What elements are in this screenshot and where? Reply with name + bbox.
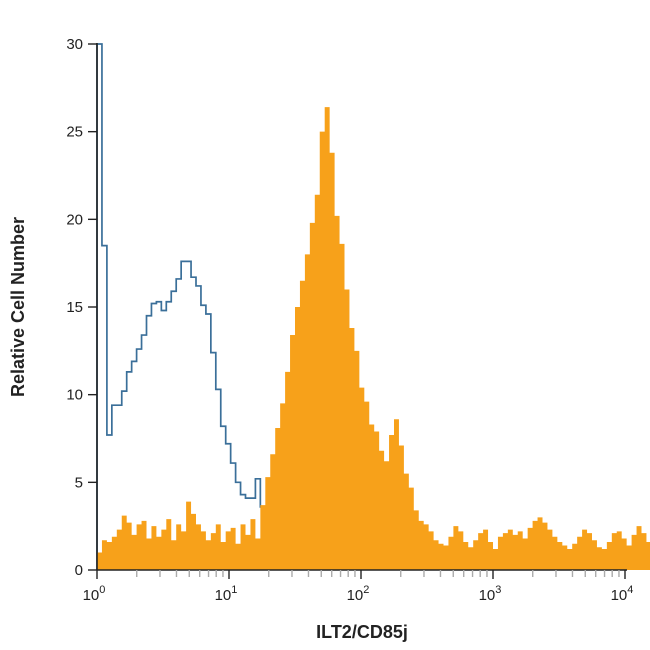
y-tick-label: 25 — [66, 124, 83, 141]
y-tick-label: 5 — [75, 474, 83, 491]
x-tick-label: 101 — [215, 584, 238, 604]
y-tick-label: 10 — [66, 387, 83, 404]
x-tick-label: 103 — [479, 584, 502, 604]
x-tick-label: 104 — [611, 584, 634, 604]
y-axis-title: Relative Cell Number — [8, 217, 28, 397]
histogram-ilt2-cd85j-antibody — [97, 107, 650, 570]
y-tick-label: 30 — [66, 36, 83, 53]
x-tick-label: 100 — [83, 584, 106, 604]
plot-area — [96, 43, 650, 570]
y-tick-label: 20 — [66, 211, 83, 228]
y-tick-label: 15 — [66, 299, 83, 316]
y-tick-label: 0 — [75, 562, 83, 579]
x-axis-title: ILT2/CD85j — [316, 622, 408, 642]
axes: 0 5 10 15 20 25 30 100 101 102 103 104 — [66, 36, 633, 604]
x-tick-label: 102 — [347, 584, 370, 604]
